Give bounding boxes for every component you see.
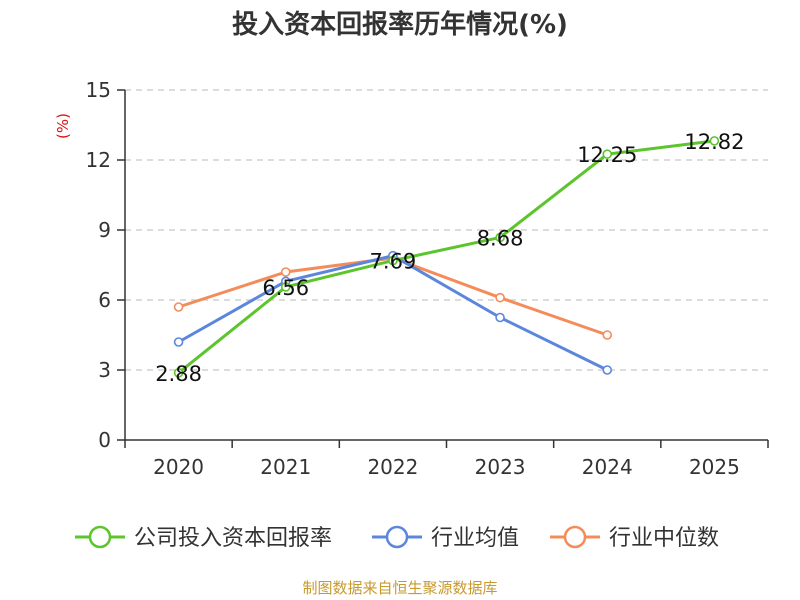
data-point[interactable] [388,255,398,266]
data-label: 12.25 [577,143,637,167]
data-point[interactable] [602,330,613,340]
legend[interactable]: 公司投入资本回报率 行业均值 行业中位数 [75,525,719,551]
series-layer [173,136,720,378]
x-tick-label: 2020 [153,455,204,479]
legend-swatch-marker[interactable] [563,525,587,549]
data-point[interactable] [173,302,184,312]
y-tick-label: 15 [86,78,111,102]
source-note: 制图数据来自恒生聚源数据库 [302,579,497,597]
data-point[interactable] [495,312,505,323]
legend-label[interactable]: 行业中位数 [609,526,719,551]
y-unit-label: (%) [54,113,72,139]
x-tick-label: 2024 [582,455,633,479]
x-tick-label: 2023 [475,455,526,479]
data-label: 6.56 [262,276,309,300]
data-point[interactable] [280,282,291,292]
data-point[interactable] [495,292,505,303]
y-tick-label: 0 [98,428,111,452]
x-tick-label: 2021 [260,455,311,479]
data-point[interactable] [280,267,291,277]
data-labels: 2.88 6.56 7.69 8.68 12.25 12.82 [155,130,744,386]
legend-swatch-marker[interactable] [385,525,409,549]
y-tick-label: 6 [98,288,111,312]
data-point[interactable] [602,149,613,159]
data-point[interactable] [495,232,505,243]
y-tick-label: 9 [98,218,111,242]
chart-title: 投入资本回报率历年情况(%) [232,9,568,40]
data-label: 2.88 [155,362,202,386]
y-tick-label: 12 [86,148,111,172]
axes: 0 3 6 9 12 15 2020 2021 2022 2023 2024 2025 [86,78,769,479]
data-point[interactable] [173,367,184,378]
legend-swatch-marker[interactable] [88,525,112,549]
data-point[interactable] [602,365,613,375]
data-point[interactable] [173,337,184,347]
x-tick-label: 2022 [367,455,418,479]
x-tick-label: 2025 [689,455,740,479]
data-point[interactable] [709,136,720,146]
gridlines [125,89,768,371]
legend-label[interactable]: 公司投入资本回报率 [134,526,332,551]
y-tick-label: 3 [98,358,111,382]
series-line [177,139,715,374]
data-label: 7.69 [370,250,417,274]
data-label: 8.68 [477,226,524,250]
legend-label[interactable]: 行业均值 [431,526,519,551]
data-label: 12.82 [684,130,744,154]
